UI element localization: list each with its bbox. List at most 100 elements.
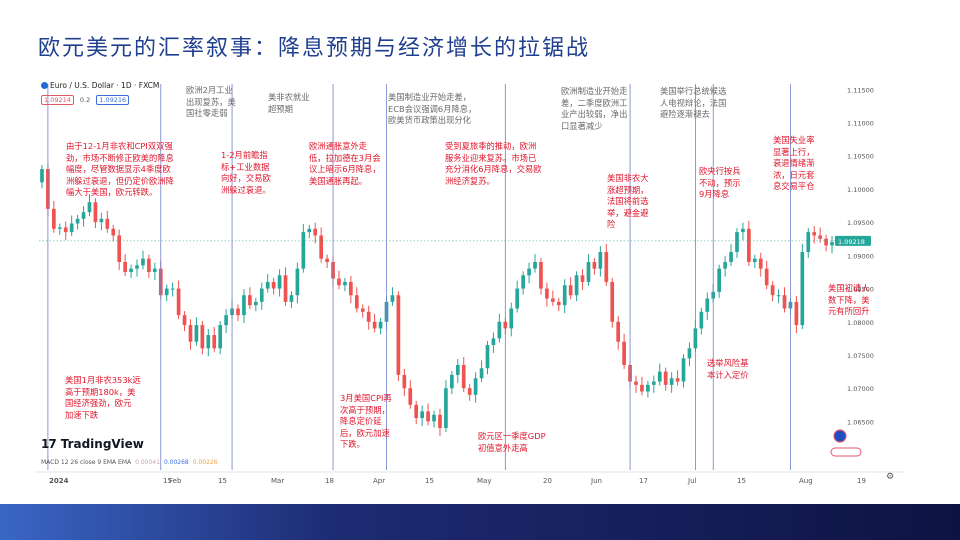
annotation-jan-rate-cuts: 由于12-1月非农和CPI双双强 劲，市场不断修正欧美的降息 幅度，尽管数据显示… (66, 141, 174, 198)
candle-down (236, 308, 240, 316)
candle-up (455, 364, 460, 375)
annotation-ecb-hold: 欧央行按兵 不动，预示 9月降息 (699, 166, 741, 200)
candle-up (444, 388, 448, 429)
candle-down (675, 378, 680, 382)
candle-down (794, 301, 799, 326)
candle-down (770, 285, 775, 296)
candle-down (117, 235, 122, 262)
candle-down (550, 298, 555, 302)
x-tick-label: Aug (799, 477, 813, 485)
current-price-tag (835, 235, 871, 246)
candle-up (277, 275, 282, 289)
candle-up (307, 228, 312, 233)
candle-up (301, 232, 306, 269)
x-tick-label: 15 (218, 477, 227, 485)
candle-down (349, 281, 353, 296)
ask-price[interactable]: 1.09216 (96, 95, 130, 105)
x-tick-label: Jul (687, 477, 697, 485)
candle-up (752, 258, 757, 262)
candle-up (509, 308, 514, 329)
candle-down (325, 258, 329, 262)
candle-up (527, 268, 531, 276)
candle-up (69, 223, 74, 233)
candle-up (141, 258, 145, 266)
candle-up (265, 281, 270, 289)
bid-price[interactable]: 1.09214 (41, 95, 74, 105)
y-tick-label: 1.08000 (847, 319, 874, 327)
candle-up (432, 414, 436, 422)
annotation-us-manufacturing: 美国制造业开始走差， ECB会议强调6月降息， 欧美货币政策出现分化 (388, 92, 477, 126)
candle-down (461, 364, 466, 389)
candle-down (360, 308, 365, 312)
macd-legend[interactable]: MACD 12 26 close 9 EMA EMA 0.00041 0.00268… (41, 459, 218, 466)
candle-up (129, 268, 133, 272)
annotation-us-nfp-beat: 美非农就业 超预期 (268, 92, 310, 114)
price-chart[interactable]: 1.11500 1.11000 1.10500 1.10000 1.09500 1.090… (35, 78, 905, 488)
candle-down (402, 374, 407, 389)
candle-up (705, 298, 710, 312)
x-tick-label: Mar (271, 477, 284, 485)
candle-up (515, 288, 520, 309)
annotation-q1-gdp: 欧元区一季度GDP 初值意外走高 (478, 431, 546, 453)
gear-icon[interactable]: ⚙ (886, 472, 895, 482)
candle-up (681, 358, 686, 382)
y-tick-label: 1.07500 (847, 352, 874, 360)
symbol-label[interactable]: Euro / U.S. Dollar · 1D · FXCM (50, 81, 160, 90)
range-icon (830, 447, 862, 457)
candle-down (610, 281, 615, 322)
replay-icon (833, 429, 847, 443)
candle-down (182, 315, 187, 326)
candle-up (289, 295, 294, 302)
candle-up (390, 295, 395, 302)
candle-up (164, 288, 169, 296)
macd-value-2: 0.00268 (163, 459, 189, 466)
annotation-jan-feb-indicators: 1-2月前瞻指 标+工业数据 向好，交易欧 洲躲过衰退。 (221, 150, 271, 195)
candle-down (111, 228, 116, 236)
candle-down (782, 295, 787, 309)
candle-up (40, 169, 44, 183)
candle-up (651, 381, 656, 385)
candle-up (420, 411, 424, 419)
candle-down (248, 295, 252, 306)
annotation-us-debate: 美国举行总统候选 人电视辩论，法国 避险逐渐褪去 (660, 86, 727, 120)
macd-label: MACD 12 26 close 9 EMA EMA (41, 459, 132, 466)
candle-down (812, 232, 817, 236)
candle-up (75, 218, 80, 224)
candle-down (414, 404, 419, 419)
candle-up (253, 301, 258, 306)
candle-down (337, 278, 341, 286)
candle-up (735, 232, 739, 253)
candle-down (568, 285, 573, 296)
candle-down (758, 258, 763, 269)
candle-down (747, 228, 751, 262)
candle-up (729, 252, 733, 262)
candle-down (212, 335, 217, 349)
candle-up (485, 345, 490, 369)
candle-up (81, 212, 86, 219)
x-tick-label: 17 (639, 477, 648, 485)
candle-down (539, 262, 543, 289)
y-tick-label: 1.10000 (847, 186, 874, 194)
candle-down (824, 238, 828, 246)
candle-down (147, 258, 151, 272)
x-tick-label: Feb (169, 477, 182, 485)
candle-up (699, 311, 704, 329)
x-tick-label: 15 (737, 477, 746, 485)
candle-down (396, 295, 401, 375)
candle-down (592, 262, 597, 269)
footer-band (0, 504, 960, 540)
candle-up (295, 268, 300, 296)
x-tick-label: 20 (543, 477, 552, 485)
x-tick-label: Jun (590, 477, 602, 485)
annotation-eu-manufacturing: 欧洲制造业开始走 差，二季度欧洲工 业产出较弱，净出 口显著减少 (561, 86, 628, 131)
spread-value: 0.2 (79, 96, 91, 104)
candle-down (622, 341, 626, 365)
candle-down (283, 275, 288, 302)
candle-up (717, 268, 722, 292)
candle-up (450, 374, 454, 389)
candle-up (343, 281, 347, 286)
annotation-jobless-claims: 美国初请人 数下降，美 元有所回升 (828, 283, 870, 317)
candle-down (123, 262, 127, 272)
candle-up (741, 228, 745, 233)
candle-up (776, 295, 781, 297)
